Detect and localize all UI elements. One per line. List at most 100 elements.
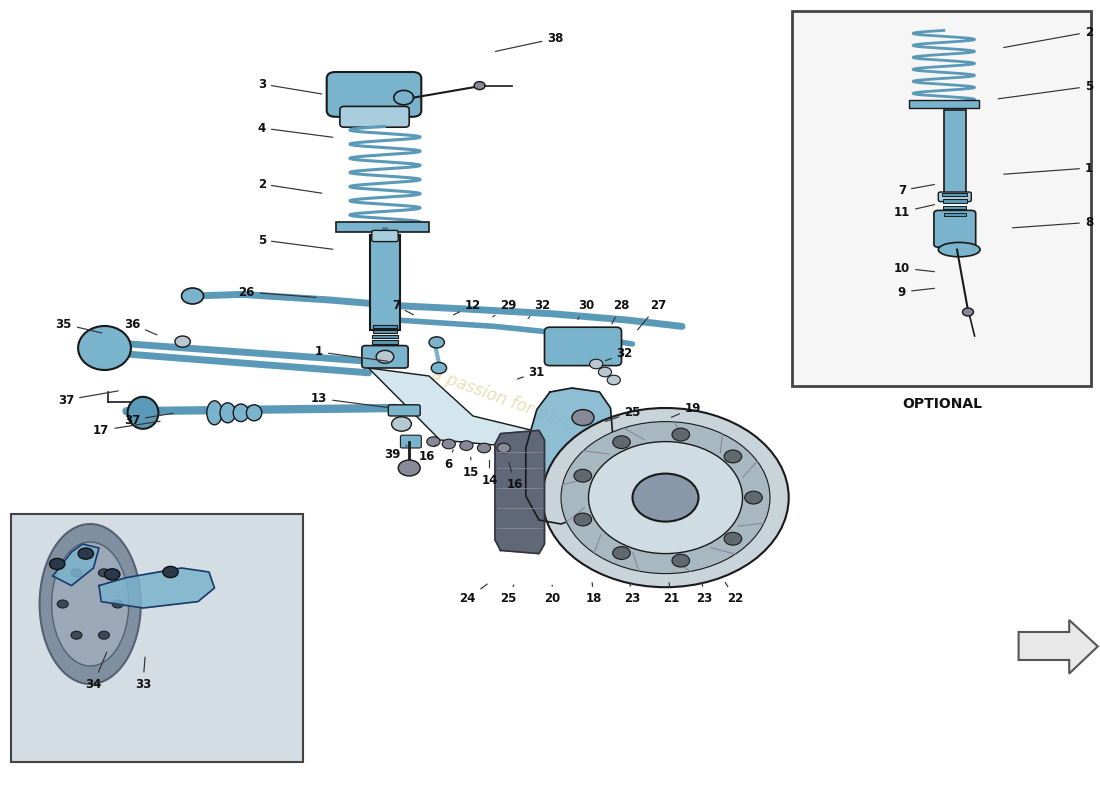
FancyBboxPatch shape [388,405,420,416]
Circle shape [745,491,762,504]
Text: 32: 32 [605,347,632,361]
Text: 38: 38 [495,32,563,51]
Text: 4: 4 [257,122,332,138]
Bar [336,222,429,232]
Ellipse shape [220,403,235,422]
Circle shape [613,546,630,559]
FancyBboxPatch shape [362,346,408,368]
Text: 6: 6 [444,450,453,470]
Circle shape [99,631,109,639]
Ellipse shape [938,242,980,257]
FancyBboxPatch shape [938,192,971,202]
Text: 17: 17 [94,422,161,437]
Polygon shape [495,430,544,554]
Circle shape [542,408,789,587]
Bar [909,100,979,108]
Circle shape [724,450,741,463]
FancyBboxPatch shape [370,235,400,330]
Circle shape [588,442,742,554]
Bar [943,199,967,202]
Text: 10: 10 [894,262,934,274]
Bar [944,206,967,210]
Text: 36: 36 [124,318,157,335]
Text: 23: 23 [625,582,640,605]
Text: 24: 24 [460,584,487,605]
Circle shape [474,82,485,90]
Circle shape [962,308,974,316]
Circle shape [50,558,65,570]
Text: 12: 12 [453,299,481,315]
Circle shape [590,359,603,369]
FancyBboxPatch shape [372,230,398,242]
Circle shape [607,375,620,385]
Text: 1: 1 [1004,162,1093,174]
Text: 33: 33 [135,657,151,690]
Circle shape [175,336,190,347]
Text: 7: 7 [392,299,414,314]
Text: 11: 11 [894,205,935,218]
Circle shape [78,548,94,559]
Circle shape [561,422,770,574]
Circle shape [427,437,440,446]
FancyBboxPatch shape [934,210,976,247]
Ellipse shape [52,542,129,666]
Ellipse shape [40,524,141,684]
Circle shape [574,513,592,526]
Polygon shape [53,544,99,586]
Text: 5: 5 [999,80,1093,99]
Text: 39: 39 [385,446,407,461]
FancyBboxPatch shape [544,327,622,366]
Polygon shape [99,568,214,608]
Ellipse shape [233,404,249,422]
Circle shape [724,532,741,545]
Text: 34: 34 [86,652,107,690]
Text: 19: 19 [671,402,701,418]
Circle shape [57,600,68,608]
Ellipse shape [128,397,158,429]
Circle shape [613,436,630,449]
Polygon shape [1019,620,1098,674]
Text: 26: 26 [239,286,316,298]
Circle shape [572,410,594,426]
Circle shape [574,470,592,482]
Circle shape [163,566,178,578]
Circle shape [398,460,420,476]
FancyBboxPatch shape [340,106,409,127]
FancyBboxPatch shape [944,110,966,196]
Circle shape [99,569,110,577]
Text: 18: 18 [586,582,602,605]
Circle shape [477,443,491,453]
Text: 37: 37 [58,391,119,406]
Ellipse shape [207,401,222,425]
Circle shape [598,367,612,377]
Circle shape [376,350,394,363]
Ellipse shape [78,326,131,370]
Circle shape [442,439,455,449]
Circle shape [429,337,444,348]
Text: a passion for parts since 1985: a passion for parts since 1985 [429,365,671,467]
Text: 14: 14 [482,460,497,486]
FancyBboxPatch shape [327,72,421,117]
Text: 21: 21 [663,582,679,605]
Text: 23: 23 [696,582,712,605]
Circle shape [394,90,414,105]
Ellipse shape [246,405,262,421]
Text: OPTIONAL: OPTIONAL [903,397,982,411]
Bar [371,346,398,349]
Circle shape [497,443,510,453]
Circle shape [104,569,120,580]
Text: 20: 20 [544,585,560,605]
Polygon shape [526,388,614,524]
Text: 2: 2 [1003,26,1093,47]
Circle shape [112,600,123,608]
Text: 30: 30 [578,299,594,319]
Text: 15: 15 [463,457,478,478]
Bar [372,341,398,344]
Bar [792,11,1091,386]
Text: 25: 25 [605,406,640,422]
Bar [373,325,396,328]
Text: 5: 5 [257,234,332,250]
Bar [11,514,302,762]
Text: 1: 1 [315,346,387,362]
Circle shape [431,362,447,374]
